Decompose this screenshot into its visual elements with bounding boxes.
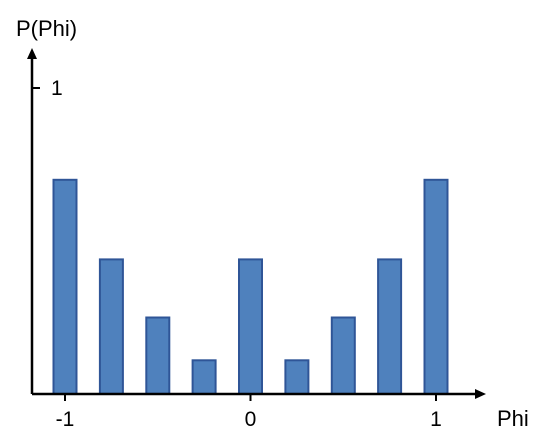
x-tick-label: 0 [245,408,257,431]
y-axis-label: P(Phi) [16,16,77,41]
bar [284,359,310,395]
bar [238,258,263,395]
bar [377,258,403,395]
x-axis-arrowhead [475,389,486,399]
bar [52,178,78,395]
x-axis-label: Phi [497,406,529,431]
x-tick-label: -1 [56,408,75,431]
bar [98,258,124,395]
bar [145,316,171,395]
bar [423,178,449,395]
bars-group [52,178,449,395]
bar [330,316,356,395]
x-tick-label: 1 [430,408,442,431]
y-axis-arrowhead [27,48,37,59]
y-tick-label: 1 [51,77,63,100]
x-ticks-group: -1 0 1 [56,394,442,431]
y-ticks-group: 1 [32,77,63,100]
bar [191,359,217,395]
